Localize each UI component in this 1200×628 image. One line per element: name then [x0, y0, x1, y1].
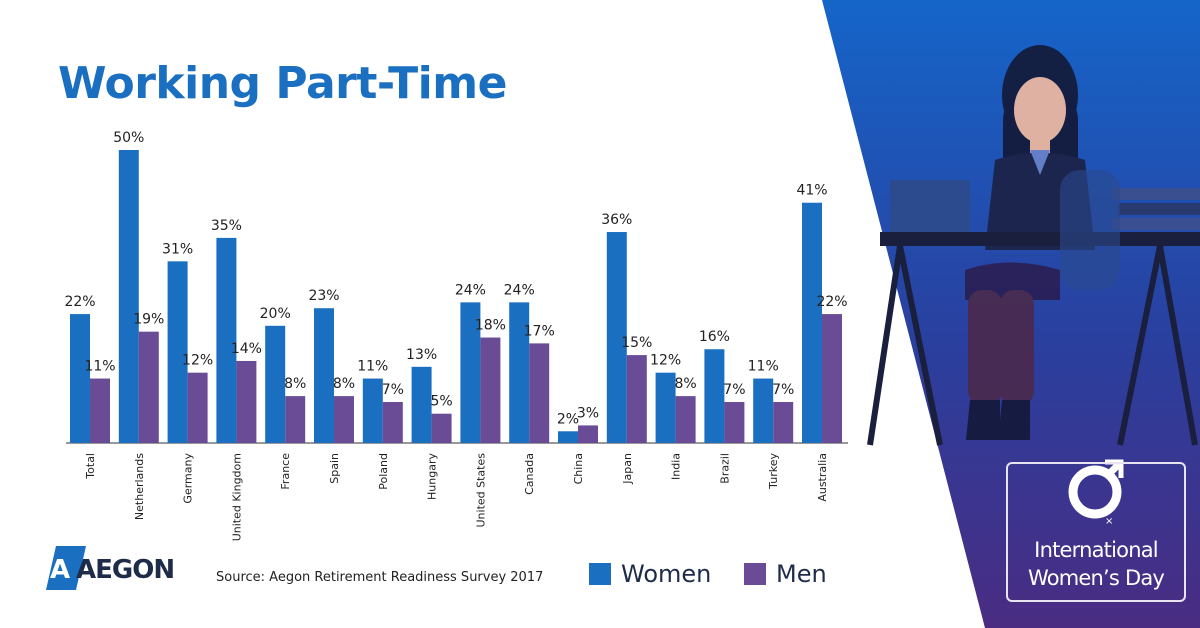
category-label-united-kingdom: United Kingdom [230, 453, 243, 541]
bar-men-brazil [724, 401, 745, 443]
bar-men-canada [529, 343, 550, 443]
bar-men-spain [334, 396, 354, 443]
data-label-men-united-kingdom: 14% [231, 341, 262, 357]
category-label-poland: Poland [377, 453, 390, 490]
legend-men-swatch [744, 563, 766, 585]
category-label-total: Total [84, 453, 97, 480]
legend-women: Women [589, 560, 711, 588]
data-label-women-spain: 23% [308, 288, 339, 304]
bar-women-germany [167, 261, 188, 443]
svg-text:A: A [50, 555, 70, 585]
bar-men-hungary [431, 413, 452, 443]
bar-women-france [265, 325, 286, 443]
data-label-women-india: 12% [650, 353, 681, 369]
bar-men-germany [187, 372, 208, 443]
category-label-netherlands: Netherlands [133, 453, 146, 520]
legend-men-label: Men [776, 560, 827, 588]
bar-women-poland [362, 378, 383, 443]
data-label-men-australia: 22% [816, 294, 847, 310]
bar-men-india [675, 396, 696, 443]
data-label-women-china: 2% [557, 411, 579, 427]
legend-women-swatch [589, 563, 611, 585]
svg-text:×: × [1105, 516, 1113, 527]
data-label-women-france: 20% [260, 306, 291, 322]
bar-men-turkey [773, 401, 794, 443]
data-label-men-netherlands: 19% [133, 312, 164, 328]
aegon-logo-text: AEGON [76, 555, 174, 585]
category-label-hungary: Hungary [426, 453, 439, 500]
iwd-badge-text: International Women’s Day [1006, 536, 1186, 592]
data-label-men-united-states: 18% [475, 318, 506, 334]
bar-women-netherlands [118, 150, 139, 443]
data-label-men-spain: 8% [333, 376, 355, 392]
data-label-men-poland: 7% [382, 382, 404, 398]
bar-women-united-kingdom [216, 237, 237, 443]
bar-women-turkey [753, 378, 774, 443]
category-label-brazil: Brazil [718, 453, 731, 484]
category-label-spain: Spain [328, 453, 341, 484]
category-label-germany: Germany [182, 453, 195, 504]
bar-men-japan [626, 355, 647, 443]
bar-chart: 22% 11% Total 50% 19% Netherlands 31% 12% German… [64, 130, 848, 541]
bar-women-canada [509, 302, 530, 443]
data-label-men-germany: 12% [182, 353, 213, 369]
category-label-china: China [572, 453, 585, 484]
data-label-women-united-states: 24% [455, 282, 486, 298]
bar-men-france [285, 396, 306, 443]
bar-women-hungary [411, 366, 432, 443]
source-note: Source: Aegon Retirement Readiness Surve… [216, 570, 544, 585]
data-label-men-canada: 17% [524, 323, 555, 339]
bar-women-india [655, 372, 676, 443]
data-label-men-turkey: 7% [772, 382, 794, 398]
data-label-women-hungary: 13% [406, 347, 437, 363]
bar-women-brazil [704, 349, 725, 443]
data-label-women-canada: 24% [504, 282, 535, 298]
bar-women-united-states [460, 302, 481, 443]
bar-women-china [558, 431, 578, 443]
aegon-logo: A AEGON [46, 546, 175, 590]
category-label-canada: Canada [523, 453, 536, 495]
bar-men-total [90, 378, 110, 443]
bar-men-netherlands [138, 331, 159, 443]
legend-men: Men [744, 560, 827, 588]
bar-men-poland [382, 401, 403, 443]
category-label-united-states: United States [474, 453, 487, 528]
data-label-women-germany: 31% [162, 241, 193, 257]
data-label-men-hungary: 5% [430, 394, 452, 410]
chart-title: Working Part-Time [58, 58, 507, 109]
bar-men-australia [822, 314, 842, 443]
bar-women-spain [314, 308, 334, 443]
iwd-badge [1006, 462, 1186, 602]
category-label-turkey: Turkey [767, 453, 780, 490]
data-label-women-turkey: 11% [748, 359, 779, 375]
iwd-badge-line1: International [1034, 538, 1158, 562]
data-label-women-poland: 11% [357, 359, 388, 375]
data-label-women-australia: 41% [796, 183, 827, 199]
desk-illustration [867, 170, 1200, 446]
legend-women-label: Women [621, 560, 712, 588]
data-label-men-total: 11% [84, 359, 115, 375]
data-label-women-brazil: 16% [699, 329, 730, 345]
data-label-men-china: 3% [577, 405, 599, 421]
category-label-france: France [279, 453, 292, 490]
category-label-australia: Australia [816, 453, 829, 502]
bar-women-australia [802, 202, 822, 443]
bar-men-united-states [480, 337, 501, 443]
bar-women-japan [606, 232, 627, 443]
bar-men-china [578, 425, 598, 443]
category-label-india: India [670, 453, 683, 480]
data-label-women-total: 22% [64, 294, 95, 310]
data-label-men-france: 8% [284, 376, 306, 392]
bar-men-united-kingdom [236, 360, 257, 443]
data-label-women-united-kingdom: 35% [211, 218, 242, 234]
data-label-men-india: 8% [674, 376, 696, 392]
data-label-men-japan: 15% [621, 335, 652, 351]
bar-women-total [70, 314, 90, 443]
data-label-women-netherlands: 50% [113, 130, 144, 146]
data-label-men-brazil: 7% [723, 382, 745, 398]
category-label-japan: Japan [621, 453, 634, 485]
iwd-badge-line2: Women’s Day [1027, 566, 1165, 590]
data-label-women-japan: 36% [601, 212, 632, 228]
